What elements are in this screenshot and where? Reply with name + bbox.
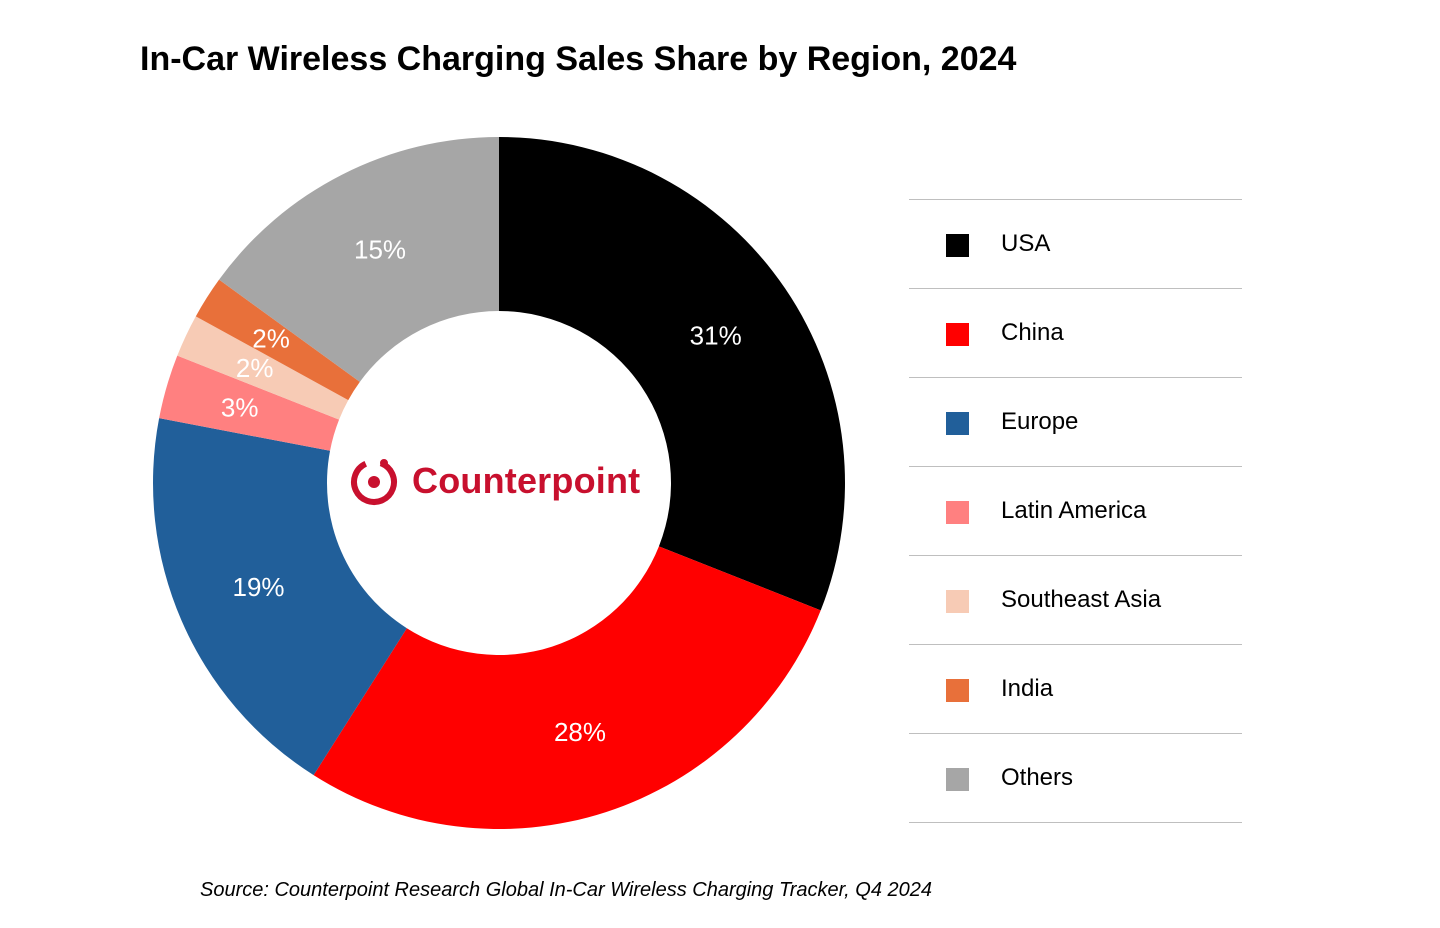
counterpoint-logo: Counterpoint	[348, 455, 640, 507]
legend-label-usa: USA	[1001, 230, 1051, 257]
legend-swatch-others	[946, 768, 969, 791]
legend-item-usa: USA	[909, 199, 1242, 288]
data-label-latin-america: 3%	[221, 393, 259, 423]
legend-swatch-europe	[946, 412, 969, 435]
slice-others	[219, 137, 499, 382]
legend-swatch-southeast-asia	[946, 590, 969, 613]
legend-label-india: India	[1001, 675, 1054, 702]
data-label-others: 15%	[354, 235, 406, 265]
legend-swatch-china	[946, 323, 969, 346]
donut-chart: 31% 28% 19% 3% 2%2% 15%	[153, 137, 845, 829]
legend-item-southeast-asia: Southeast Asia	[909, 555, 1242, 644]
legend-item-china: China	[909, 288, 1242, 377]
slice-latin-america	[159, 355, 340, 451]
legend-label-china: China	[1001, 319, 1064, 346]
counterpoint-logo-icon	[351, 459, 397, 505]
legend-swatch-latin-america	[946, 501, 969, 524]
data-label-usa: 31%	[690, 321, 742, 351]
slice-southeast-asia	[177, 316, 349, 420]
legend-item-europe: Europe	[909, 377, 1242, 466]
chart-title: In-Car Wireless Charging Sales Share by …	[140, 40, 1017, 78]
legend-item-latin-america: Latin America	[909, 466, 1242, 555]
source-note: Source: Counterpoint Research Global In-…	[200, 879, 933, 901]
slice-europe	[153, 418, 407, 776]
legend-label-europe: Europe	[1001, 408, 1079, 435]
slice-usa	[499, 137, 845, 611]
chart-legend: USA China Europe Latin America Southeast Asi…	[909, 199, 1242, 823]
legend-label-latin-america: Latin America	[1001, 497, 1147, 524]
slice-india	[195, 279, 360, 401]
legend-swatch-usa	[946, 234, 969, 257]
legend-label-others: Others	[1001, 764, 1074, 791]
data-label-southeast-asia: 2%	[236, 353, 274, 383]
data-label-europe: 19%	[233, 572, 285, 602]
legend-item-others: Others	[909, 733, 1242, 823]
slice-china	[313, 546, 821, 829]
data-label-china: 28%	[554, 717, 606, 747]
legend-swatch-india	[946, 679, 969, 702]
counterpoint-logo-text: Counterpoint	[412, 460, 641, 501]
data-label-india: 2%	[252, 323, 290, 353]
legend-label-southeast-asia: Southeast Asia	[1001, 586, 1162, 613]
legend-item-india: India	[909, 644, 1242, 733]
